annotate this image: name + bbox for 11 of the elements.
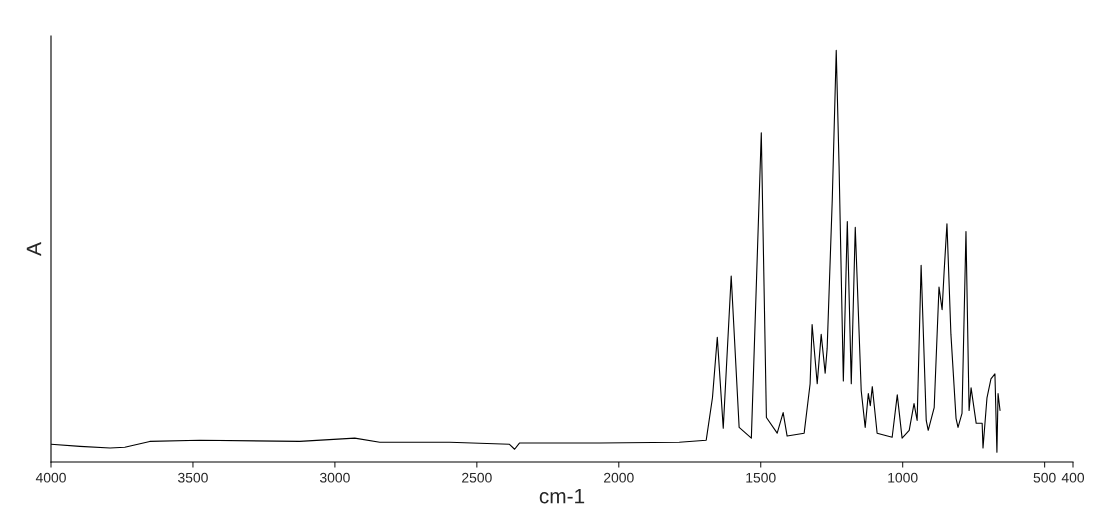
x-tick-label: 4000 bbox=[35, 472, 66, 483]
x-tick-label: 2500 bbox=[462, 472, 492, 483]
x-tick-label: 2000 bbox=[604, 472, 634, 483]
x-axis-title: cm-1 bbox=[539, 488, 585, 504]
x-tick-label: 500 bbox=[1033, 472, 1056, 483]
x-tick-label: 3500 bbox=[178, 472, 208, 483]
x-tick-label: 1000 bbox=[888, 472, 918, 483]
y-axis-title: A bbox=[26, 242, 42, 256]
x-tick-label: 1500 bbox=[746, 472, 776, 483]
x-tick-label: 400 bbox=[1061, 472, 1085, 483]
x-tick-label: 3000 bbox=[319, 472, 350, 483]
